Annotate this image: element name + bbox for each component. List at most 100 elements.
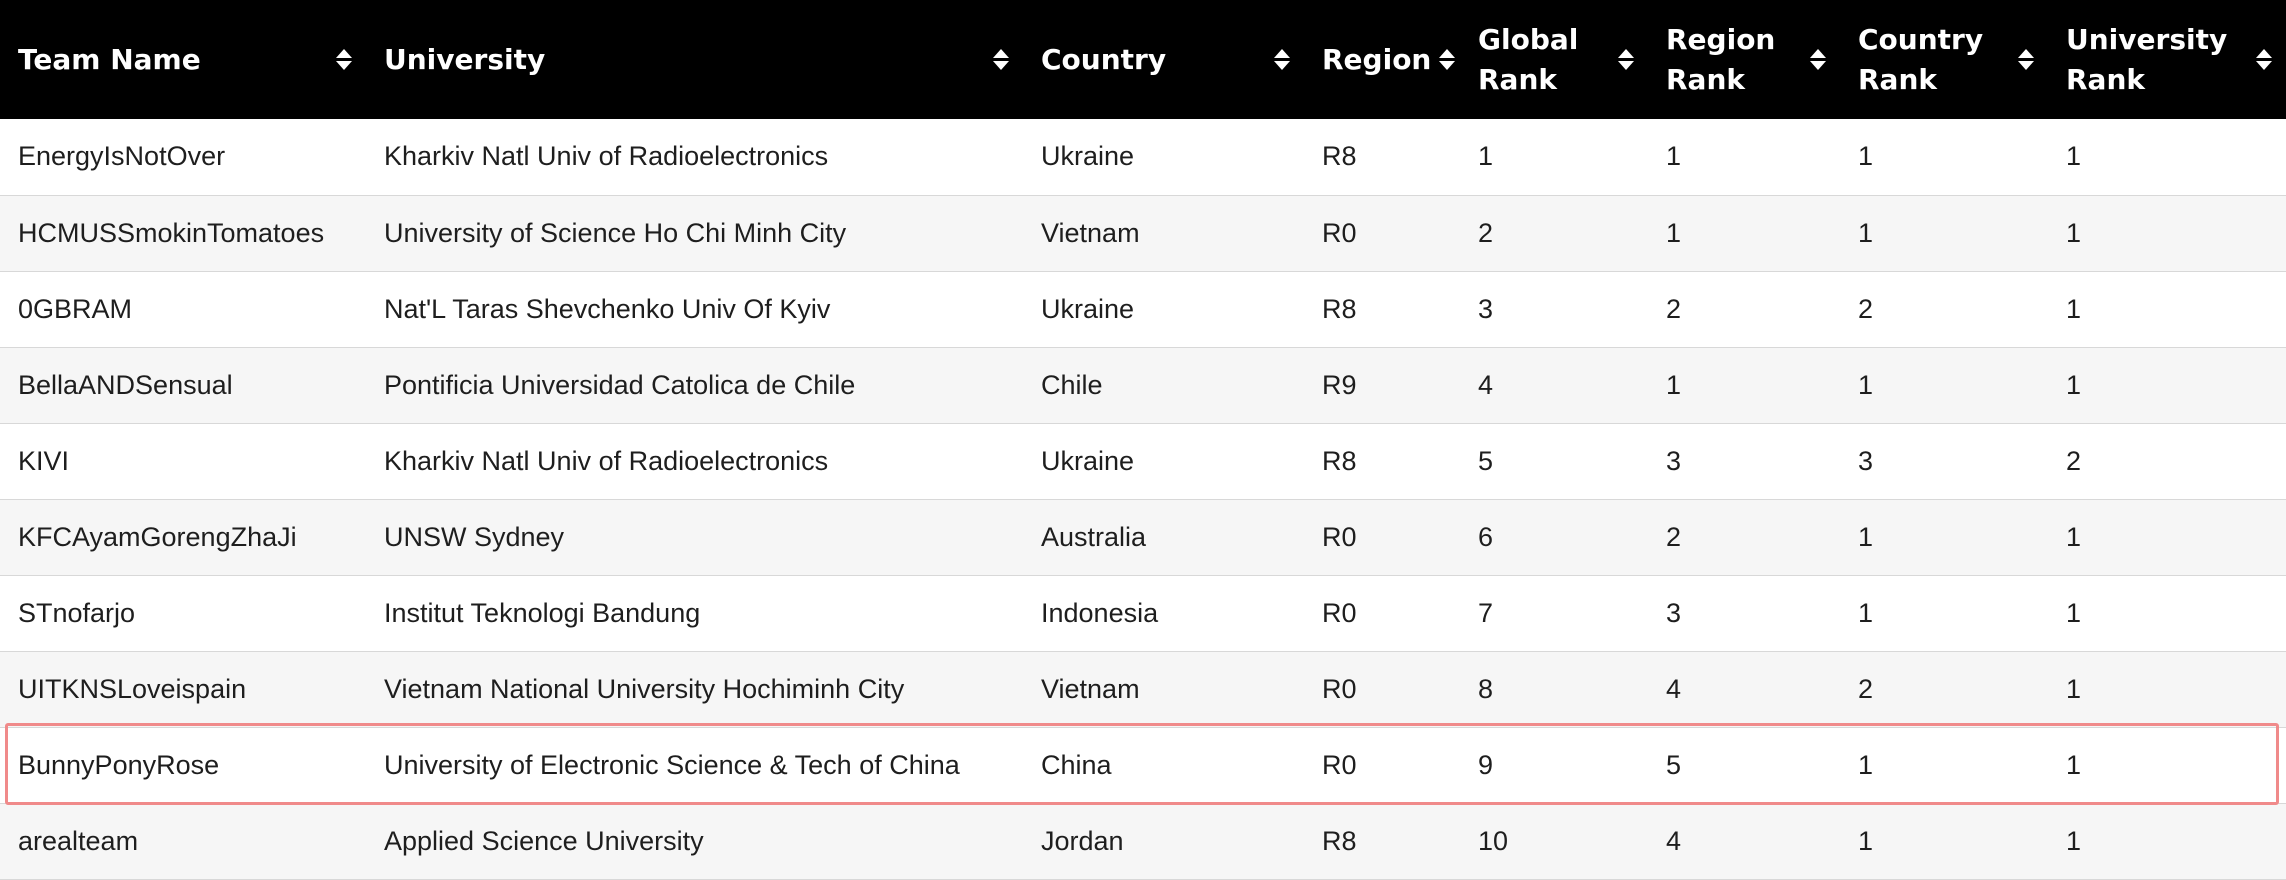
cell-university: University of Electronic Science & Tech … — [384, 749, 960, 780]
cell-region-rank: 1 — [1666, 141, 1682, 172]
table-row[interactable]: EnergyIsNotOver Kharkiv Natl Univ of Radi… — [0, 119, 2286, 195]
cell-region: R9 — [1322, 369, 1357, 400]
cell-country: Jordan — [1041, 825, 1124, 856]
cell-country-rank: 1 — [1858, 597, 1874, 628]
cell-global-rank: 9 — [1478, 749, 1494, 780]
cell-global-rank: 3 — [1478, 293, 1494, 324]
table-row-highlighted[interactable]: BunnyPonyRose University of Electronic Sc… — [0, 727, 2286, 803]
cell-region-rank: 3 — [1666, 445, 1682, 476]
cell-country-rank: 1 — [1858, 217, 1874, 248]
cell-country-rank: 1 — [1858, 369, 1874, 400]
cell-global-rank: 2 — [1478, 217, 1494, 248]
column-header-label: Region — [1322, 42, 1432, 76]
cell-region-rank: 1 — [1666, 217, 1682, 248]
cell-country: Australia — [1041, 521, 1147, 552]
cell-team: BunnyPonyRose — [18, 749, 220, 780]
cell-region-rank: 1 — [1666, 369, 1682, 400]
column-header-label: Global Rank — [1478, 22, 1579, 96]
cell-team: HCMUSSmokinTomatoes — [18, 217, 325, 248]
cell-team: UITKNSLoveispain — [18, 673, 247, 704]
cell-country: Chile — [1041, 369, 1103, 400]
cell-region: R8 — [1322, 825, 1357, 856]
column-header-label: University Rank — [2066, 22, 2228, 96]
cell-university-rank: 1 — [2066, 217, 2082, 248]
column-header-label: University — [384, 42, 546, 76]
cell-region-rank: 2 — [1666, 521, 1682, 552]
table-body: EnergyIsNotOver Kharkiv Natl Univ of Radi… — [0, 119, 2286, 879]
table-row[interactable]: HCMUSSmokinTomatoes University of Science… — [0, 195, 2286, 271]
table-row[interactable]: 0GBRAM Nat'L Taras Shevchenko Univ Of Kyi… — [0, 271, 2286, 347]
cell-country: Ukraine — [1041, 445, 1135, 476]
column-header-university[interactable]: University — [366, 0, 1023, 119]
cell-university-rank: 1 — [2066, 749, 2082, 780]
cell-university-rank: 1 — [2066, 369, 2082, 400]
cell-team: EnergyIsNotOver — [18, 141, 226, 172]
cell-university-rank: 1 — [2066, 825, 2082, 856]
cell-global-rank: 8 — [1478, 673, 1494, 704]
cell-country: Ukraine — [1041, 293, 1135, 324]
table-header: Team Name University Country Region Global R… — [0, 0, 2286, 119]
cell-region-rank: 4 — [1666, 825, 1682, 856]
header-row: Team Name University Country Region Global R… — [0, 0, 2286, 119]
cell-university: Vietnam National University Hochiminh Ci… — [384, 673, 905, 704]
table-row[interactable]: STnofarjo Institut Teknologi Bandung Indon… — [0, 575, 2286, 651]
cell-region: R8 — [1322, 141, 1357, 172]
column-header-global-rank[interactable]: Global Rank — [1460, 0, 1648, 119]
sort-icon[interactable] — [2018, 49, 2034, 70]
cell-country: Ukraine — [1041, 141, 1135, 172]
cell-university: Applied Science University — [384, 825, 704, 856]
cell-university: Nat'L Taras Shevchenko Univ Of Kyiv — [384, 293, 831, 324]
cell-team: STnofarjo — [18, 597, 136, 628]
cell-region-rank: 5 — [1666, 749, 1682, 780]
cell-country-rank: 1 — [1858, 825, 1874, 856]
cell-region-rank: 2 — [1666, 293, 1682, 324]
sort-icon[interactable] — [1274, 49, 1290, 70]
cell-university: Kharkiv Natl Univ of Radioelectronics — [384, 445, 829, 476]
sort-icon[interactable] — [1810, 49, 1826, 70]
cell-global-rank: 7 — [1478, 597, 1494, 628]
cell-team: 0GBRAM — [18, 293, 133, 324]
cell-country-rank: 1 — [1858, 749, 1874, 780]
table-row[interactable]: UITKNSLoveispain Vietnam National Univers… — [0, 651, 2286, 727]
column-header-university-rank[interactable]: University Rank — [2048, 0, 2286, 119]
cell-team: arealteam — [18, 825, 139, 856]
cell-country-rank: 1 — [1858, 141, 1874, 172]
sort-icon[interactable] — [1439, 49, 1456, 70]
table-row[interactable]: KFCAyamGorengZhaJi UNSW Sydney Australia R0… — [0, 499, 2286, 575]
cell-region: R0 — [1322, 673, 1357, 704]
cell-team: KFCAyamGorengZhaJi — [18, 521, 297, 552]
cell-university-rank: 1 — [2066, 293, 2082, 324]
column-header-country-rank[interactable]: Country Rank — [1840, 0, 2048, 119]
sort-icon[interactable] — [336, 49, 352, 70]
cell-university-rank: 1 — [2066, 521, 2082, 552]
cell-global-rank: 1 — [1478, 141, 1494, 172]
column-header-label: Country — [1041, 42, 1167, 76]
cell-country-rank: 2 — [1858, 293, 1874, 324]
cell-university: Institut Teknologi Bandung — [384, 597, 701, 628]
sort-icon[interactable] — [2256, 49, 2272, 70]
table-row[interactable]: KIVI Kharkiv Natl Univ of Radioelectronic… — [0, 423, 2286, 499]
column-header-country[interactable]: Country — [1023, 0, 1304, 119]
sort-icon[interactable] — [1618, 49, 1634, 70]
cell-country-rank: 1 — [1858, 521, 1874, 552]
column-header-team[interactable]: Team Name — [0, 0, 366, 119]
table-row[interactable]: BellaANDSensual Pontificia Universidad Ca… — [0, 347, 2286, 423]
cell-region-rank: 4 — [1666, 673, 1682, 704]
cell-university-rank: 2 — [2066, 445, 2082, 476]
column-header-region-rank[interactable]: Region Rank — [1648, 0, 1840, 119]
cell-region: R0 — [1322, 749, 1357, 780]
cell-university: Kharkiv Natl Univ of Radioelectronics — [384, 141, 829, 172]
cell-region: R8 — [1322, 445, 1357, 476]
cell-region: R0 — [1322, 217, 1357, 248]
cell-university-rank: 1 — [2066, 597, 2082, 628]
table-row[interactable]: arealteam Applied Science University Jorda… — [0, 803, 2286, 879]
cell-global-rank: 10 — [1478, 825, 1509, 856]
sort-icon[interactable] — [993, 49, 1009, 70]
cell-country: China — [1041, 749, 1112, 780]
column-header-region[interactable]: Region — [1304, 0, 1460, 119]
cell-team: KIVI — [18, 445, 70, 476]
cell-global-rank: 5 — [1478, 445, 1494, 476]
cell-country: Vietnam — [1041, 673, 1140, 704]
